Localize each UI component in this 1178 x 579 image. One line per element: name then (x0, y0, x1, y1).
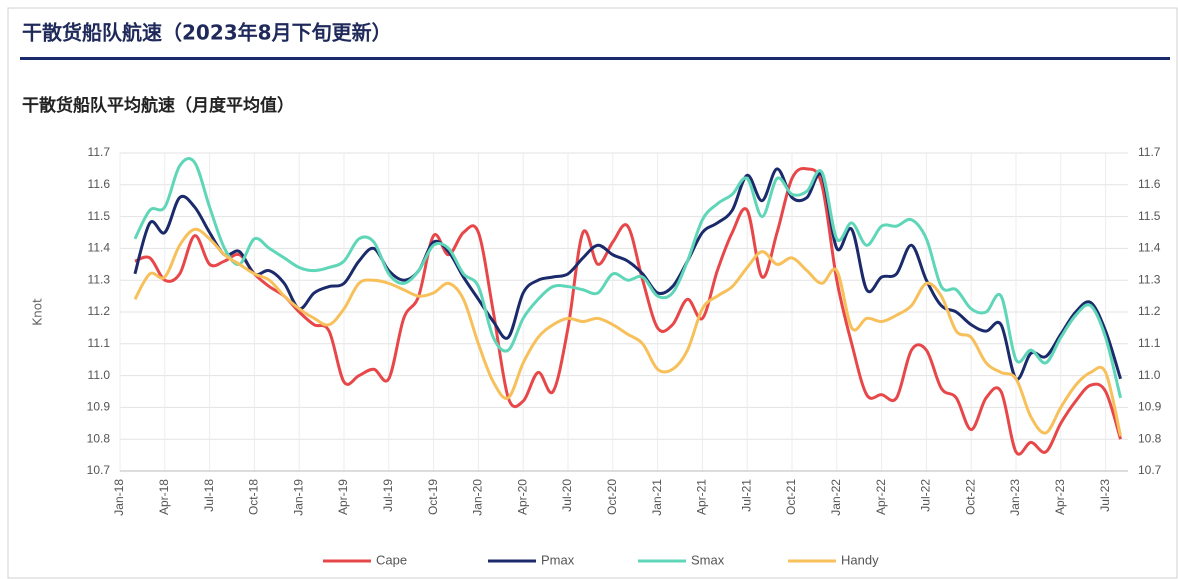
y-tick-label-right: 10.7 (1138, 463, 1162, 477)
x-tick-label: Jan-20 (471, 479, 485, 516)
chart-subtitle: 干散货船队平均航速（月度平均值） (22, 95, 294, 116)
x-tick-label: Jan-23 (1008, 479, 1022, 516)
y-tick-label: 10.7 (87, 463, 111, 477)
y-tick-label: 11.4 (88, 241, 111, 255)
x-tick-label: Oct-21 (784, 479, 798, 515)
x-tick-label: Jul-22 (919, 479, 933, 512)
y-tick-label-right: 11.3 (1138, 272, 1161, 286)
y-tick-label-right: 10.9 (1138, 400, 1162, 414)
x-tick-label: Jan-21 (650, 479, 664, 516)
y-tick-label-right: 10.8 (1138, 431, 1162, 445)
y-tick-label: 11.6 (88, 177, 111, 191)
x-tick-label: Apr-19 (336, 479, 350, 515)
y-tick-label-right: 11.2 (1138, 304, 1161, 318)
y-axis-label: Knot (31, 298, 45, 326)
y-tick-label: 11.7 (88, 145, 111, 159)
y-tick-label: 11.1 (88, 336, 111, 350)
series-line (133, 157, 1122, 399)
x-tick-label: Apr-22 (874, 479, 888, 515)
x-tick-label: Oct-22 (963, 479, 977, 515)
legend-label: Pmax (541, 552, 575, 567)
y-tick-label-right: 11.0 (1138, 368, 1161, 382)
series-line (133, 227, 1122, 437)
y-tick-label: 11.3 (88, 272, 111, 286)
y-tick-label-right: 11.4 (1138, 241, 1161, 255)
y-tick-label: 11.0 (88, 368, 111, 382)
x-tick-label: Jul-19 (381, 479, 395, 512)
x-tick-label: Oct-18 (247, 479, 261, 515)
y-tick-label: 11.5 (88, 209, 111, 223)
y-tick-label: 11.2 (88, 304, 111, 318)
legend-label: Smax (691, 552, 725, 567)
frame (7, 7, 1178, 579)
x-tick-label: Apr-18 (157, 479, 171, 515)
page-title: 干散货船队航速（2023年8月下旬更新） (22, 21, 392, 45)
x-tick-label: Oct-20 (605, 479, 619, 515)
title-rule (20, 57, 1170, 60)
x-tick-label: Apr-21 (695, 479, 709, 515)
y-tick-label: 10.8 (87, 431, 111, 445)
legend-label: Handy (841, 552, 879, 567)
y-tick-label-right: 11.5 (1138, 209, 1161, 223)
x-tick-label: Jul-20 (560, 479, 574, 512)
series-line (133, 167, 1122, 381)
x-tick-label: Apr-20 (515, 479, 529, 515)
x-tick-label: Jan-19 (291, 479, 305, 516)
x-tick-label: Jul-21 (739, 479, 753, 512)
y-tick-label-right: 11.1 (1138, 336, 1161, 350)
x-tick-label: Jul-18 (202, 479, 216, 512)
x-tick-label: Oct-19 (426, 479, 440, 515)
legend-label: Cape (376, 552, 407, 567)
y-tick-label-right: 11.7 (1138, 145, 1161, 159)
x-tick-label: Jul-23 (1098, 479, 1112, 512)
x-tick-label: Jan-18 (112, 479, 126, 516)
x-tick-label: Apr-23 (1053, 479, 1067, 515)
y-tick-label-right: 11.6 (1138, 177, 1161, 191)
x-tick-label: Jan-22 (829, 479, 843, 516)
series-line (134, 166, 1122, 456)
y-tick-label: 10.9 (87, 400, 111, 414)
